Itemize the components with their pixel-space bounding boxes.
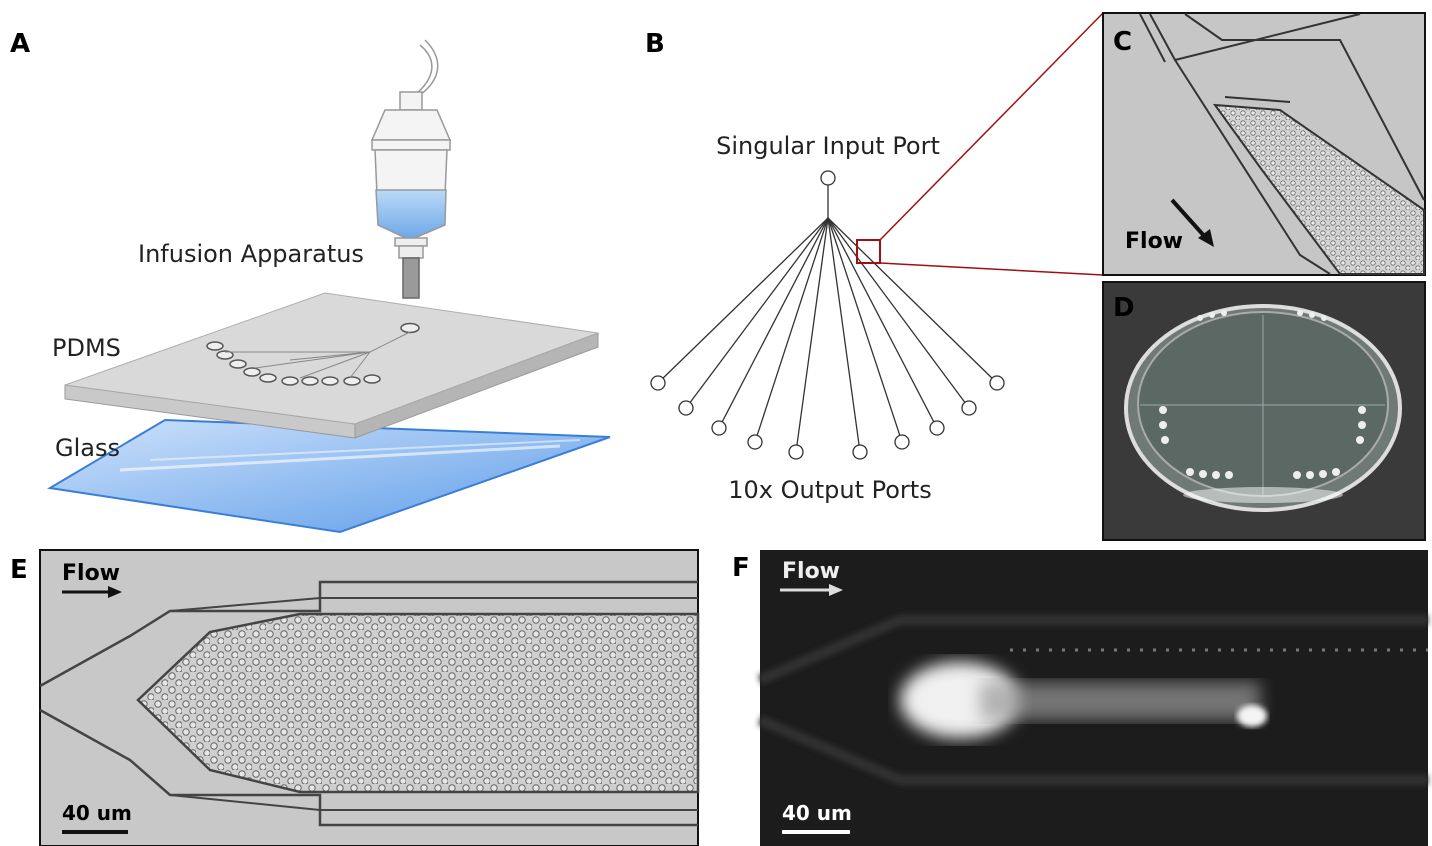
output-port <box>789 445 803 459</box>
output-port <box>962 401 976 415</box>
pdms-slab <box>65 293 598 438</box>
channel-network <box>651 171 1004 459</box>
branch-channel <box>797 218 828 445</box>
zoom-line <box>880 263 1103 275</box>
annotation: Infusion Apparatus <box>138 240 364 268</box>
flow-label: Flow <box>1125 229 1183 254</box>
branch-channel <box>828 218 859 445</box>
figure: A Infusion Apparatus PDMS Glass B Si <box>0 0 1432 846</box>
scale-bar-label: 40 um <box>62 801 132 825</box>
branch-channel <box>828 218 965 402</box>
output-port <box>930 421 944 435</box>
branch-channel <box>828 218 900 435</box>
annotation: Glass <box>55 434 120 462</box>
output-port <box>712 421 726 435</box>
zoom-line <box>880 13 1103 240</box>
panel-label: D <box>1113 293 1135 323</box>
panel-label: A <box>10 29 30 59</box>
panel-label: F <box>732 553 750 583</box>
micrograph-e <box>40 550 698 846</box>
scale-bar-label: 40 um <box>782 801 852 825</box>
output-port <box>679 401 693 415</box>
micrograph-f <box>760 550 1428 846</box>
branch-channel <box>828 218 992 378</box>
output-port <box>895 435 909 449</box>
zoom-box <box>857 240 880 263</box>
branch-channel <box>757 218 828 435</box>
panel-label: C <box>1113 27 1132 57</box>
annotation: PDMS <box>52 334 121 362</box>
panel-label: B <box>645 29 665 59</box>
output-port <box>748 435 762 449</box>
branch-channel <box>722 218 828 422</box>
panel-label: E <box>10 555 28 585</box>
annotation: 10x Output Ports <box>728 476 931 504</box>
annotation: Singular Input Port <box>716 132 940 160</box>
branch-channel <box>690 218 828 402</box>
flow-label: Flow <box>62 561 120 586</box>
output-port <box>990 376 1004 390</box>
output-port <box>651 376 665 390</box>
output-port <box>853 445 867 459</box>
flow-label: Flow <box>782 559 840 584</box>
branch-channel <box>663 218 828 378</box>
infusion-apparatus <box>372 40 450 298</box>
photo-d <box>1103 282 1425 540</box>
glass-slide <box>50 420 610 532</box>
